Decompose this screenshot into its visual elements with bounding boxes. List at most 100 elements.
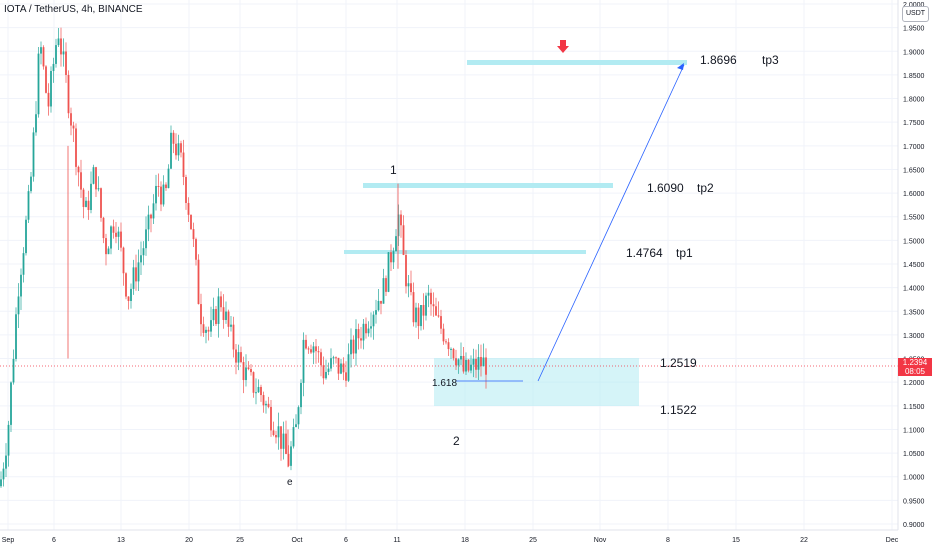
candle-body: [180, 143, 182, 153]
gridlines: [0, 0, 898, 530]
x-tick-label: Sep: [2, 537, 15, 544]
candle-body: [432, 304, 435, 307]
candle-body: [92, 167, 95, 184]
candle-body: [157, 185, 160, 187]
candle-body: [120, 231, 122, 248]
price-axis[interactable]: 2.0000 1.9500 1.9000 1.8500 1.8000 1.7500 1.70…: [903, 2, 925, 529]
projection-arrow: [537, 64, 685, 382]
candle-body: [97, 188, 100, 190]
candle-body: [420, 305, 422, 327]
y-tick-label: 1.4500: [903, 262, 925, 269]
x-tick-label: 25: [236, 537, 244, 544]
candle-body: [25, 219, 27, 254]
candle-body: [175, 143, 177, 156]
candle-body: [212, 309, 215, 321]
y-tick-label: 1.6500: [903, 167, 925, 174]
candle-body: [117, 231, 120, 237]
candle-body: [397, 214, 400, 237]
candle-body: [257, 386, 260, 393]
zone-tp1: [344, 250, 586, 254]
candle-body: [327, 368, 330, 372]
candle-body: [290, 446, 292, 466]
y-tick-label: 1.9000: [903, 49, 925, 56]
candle-body: [452, 348, 455, 359]
candle-body: [415, 307, 417, 323]
candle-body: [482, 357, 485, 367]
candle-body: [205, 329, 207, 333]
x-tick-label: Nov: [594, 537, 607, 544]
candle-body: [72, 125, 75, 129]
candle-body: [437, 315, 440, 317]
x-tick-label: Dec: [886, 537, 899, 544]
candle-body: [187, 202, 190, 215]
candle-body: [35, 114, 37, 133]
candle-body: [90, 183, 92, 210]
candle-body: [325, 371, 327, 379]
candle-body: [352, 339, 355, 354]
candle-body: [297, 407, 300, 425]
candle-body: [240, 352, 242, 363]
y-tick-label: 1.6000: [903, 191, 925, 198]
currency-badge[interactable]: USDT: [902, 6, 929, 22]
candle-body: [285, 433, 287, 454]
candle-body: [100, 188, 102, 218]
candle-body: [125, 273, 127, 297]
level-tp1-price: 1.4764: [626, 246, 663, 260]
x-tick-label: 8: [666, 537, 670, 544]
zones: [344, 60, 687, 406]
candle-body: [45, 66, 47, 93]
y-tick-label: 1.2000: [903, 380, 925, 387]
candle-body: [410, 283, 412, 293]
candle-body: [405, 254, 407, 287]
candle-body: [75, 128, 77, 167]
x-tick-label: 18: [461, 537, 469, 544]
candle-body: [137, 262, 140, 282]
candle-body: [87, 200, 90, 210]
candle-body: [197, 259, 200, 305]
candle-body: [70, 113, 72, 126]
level-tp2-label: tp2: [697, 181, 714, 195]
candle-body: [150, 214, 152, 219]
candle-body: [62, 51, 65, 55]
candle-body: [227, 311, 230, 327]
candle-body: [172, 132, 175, 144]
candle-body: [265, 403, 267, 406]
candle-body: [270, 406, 272, 431]
candle-body: [305, 339, 307, 349]
fib-label: 1.618: [432, 378, 458, 389]
candle-body: [230, 324, 232, 327]
candle-body: [237, 352, 240, 363]
time-axis[interactable]: Sep 6 13 20 25 Oct 6 11 18 25 Nov 8 15 22 Dec: [2, 537, 899, 544]
y-tick-label: 2.0000: [903, 2, 925, 9]
level-entry-bottom: 1.1522: [660, 403, 697, 417]
candle-body: [337, 357, 340, 374]
candle-body: [145, 229, 147, 249]
y-tick-label: 1.1500: [903, 404, 925, 411]
last-price-tag: 1.2394 08:05: [898, 358, 932, 376]
candle-body: [282, 433, 285, 449]
candle-body: [140, 255, 142, 263]
candle-body: [422, 305, 425, 316]
y-tick-label: 1.4000: [903, 286, 925, 293]
candle-body: [277, 426, 280, 438]
candle-body: [375, 310, 377, 315]
candle-body: [217, 296, 220, 324]
level-tp3-label: tp3: [762, 53, 779, 67]
y-tick-label: 1.7500: [903, 120, 925, 127]
candle-body: [215, 309, 217, 324]
candle-body: [200, 304, 202, 325]
candle-body: [360, 338, 362, 341]
candle-body: [27, 191, 30, 220]
x-tick-label: Oct: [292, 537, 303, 544]
x-tick-label: 6: [52, 537, 56, 544]
candle-body: [12, 358, 15, 383]
candle-body: [122, 247, 125, 274]
candle-body: [190, 214, 192, 230]
candle-body: [42, 47, 45, 67]
candle-body: [435, 306, 437, 316]
down-arrow-icon: [557, 40, 569, 53]
candle-body: [40, 47, 42, 54]
candle-body: [402, 225, 405, 255]
candle-body: [390, 252, 392, 263]
